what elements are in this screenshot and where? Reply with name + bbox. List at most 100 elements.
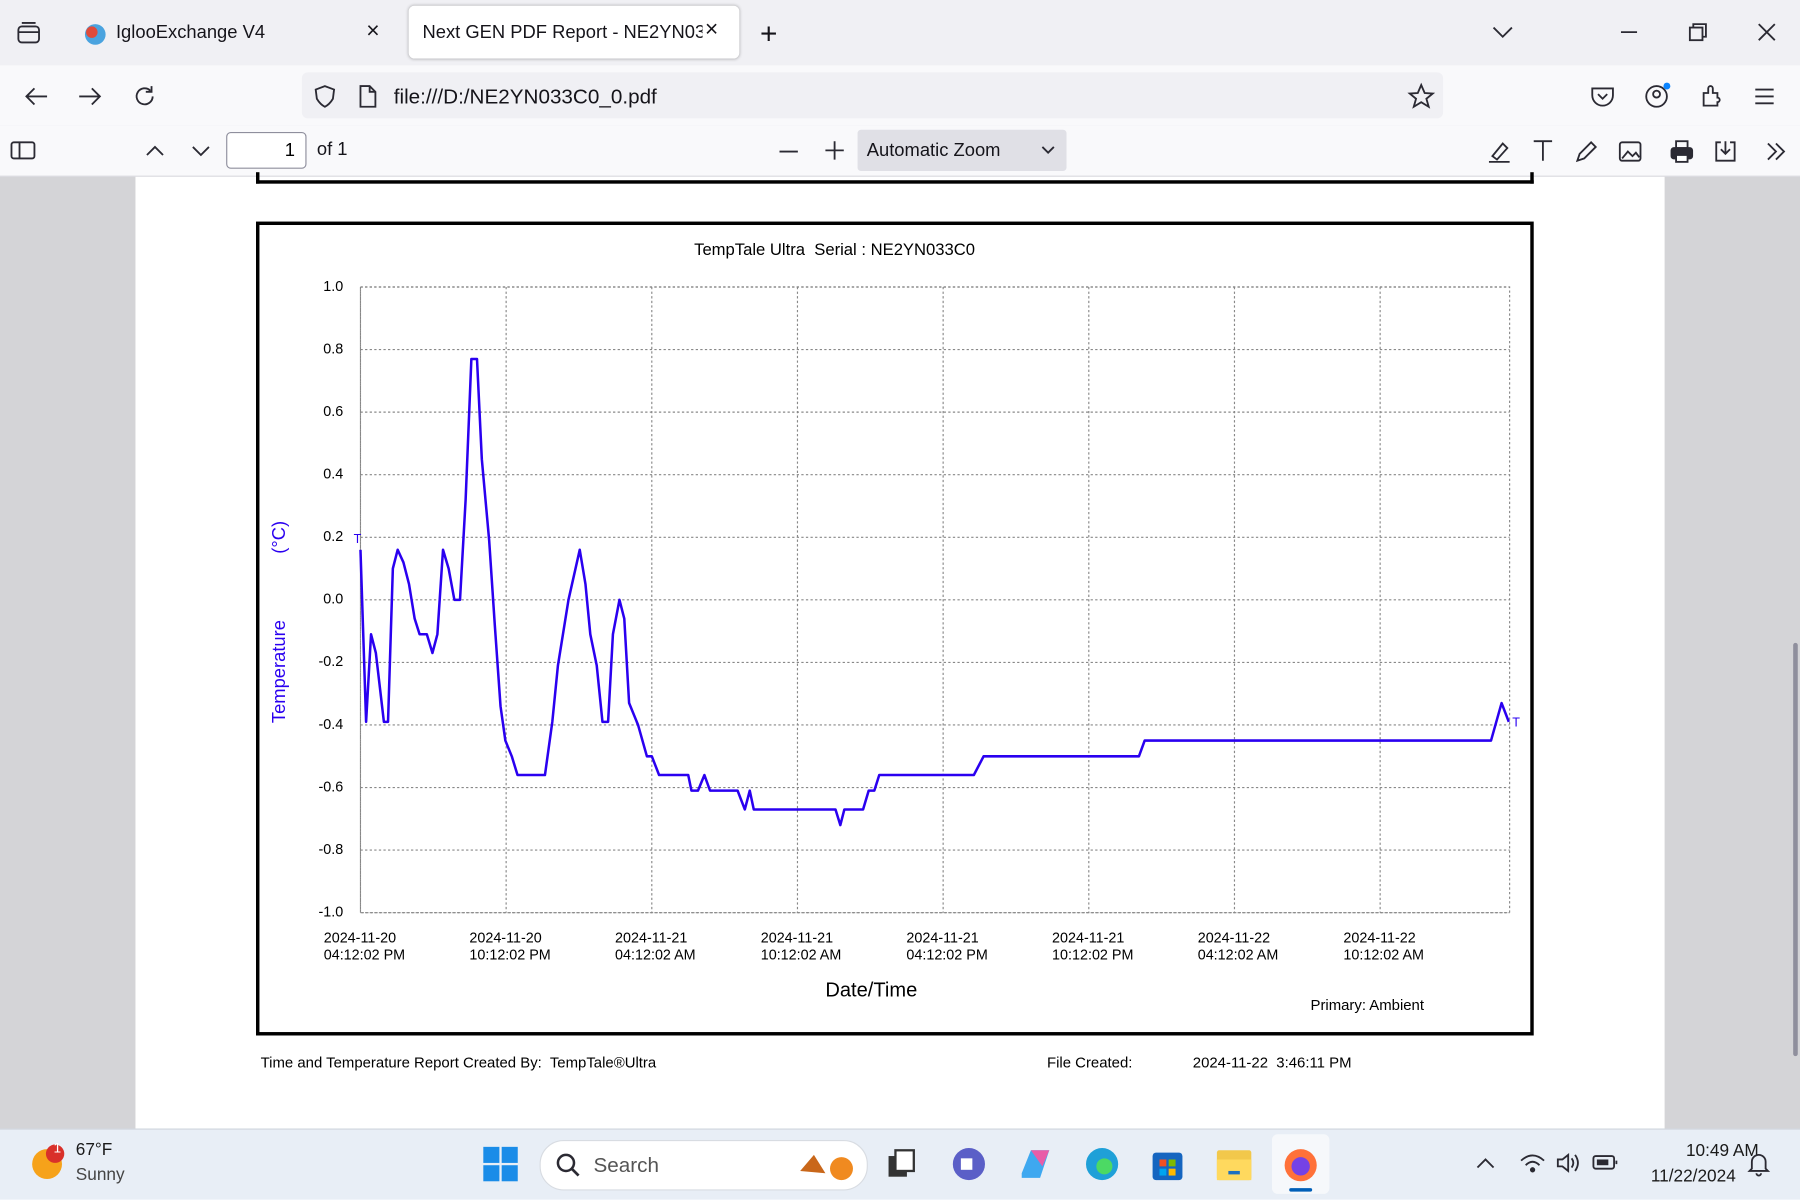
search-icon (556, 1153, 580, 1177)
chart-frame: TempTale Ultra Serial : NE2YN033C0 Tempe… (256, 221, 1534, 1036)
copilot-app[interactable] (1017, 1146, 1054, 1183)
page-number-input[interactable]: 1 (226, 132, 307, 169)
y-axis-label: Temperature (268, 620, 289, 723)
y-tick-label: 1.0 (323, 279, 343, 295)
tray-overflow[interactable] (1473, 1153, 1498, 1174)
clock-time[interactable]: 10:49 AM (1685, 1141, 1759, 1161)
sidebar-toggle[interactable] (9, 139, 37, 162)
chart-title: TempTale Ultra Serial : NE2YN033C0 (694, 240, 975, 259)
edge-app[interactable] (1084, 1146, 1121, 1183)
chart: TempTale Ultra Serial : NE2YN033C0 Tempe… (268, 240, 1520, 1014)
highlight-tool[interactable] (1486, 138, 1514, 166)
battery-icon[interactable] (1591, 1151, 1621, 1174)
firefox-app[interactable] (1281, 1146, 1320, 1185)
y-tick-label: -0.6 (319, 779, 344, 795)
search-box[interactable]: Search (539, 1139, 868, 1191)
tab-title: IglooExchange V4 (115, 22, 266, 43)
scrollbar-thumb[interactable] (1793, 642, 1798, 1057)
pocket-button[interactable] (1589, 84, 1617, 109)
x-tick-label: 2024-11-22 04:12:02 AM (1197, 929, 1279, 964)
back-button[interactable] (23, 84, 51, 109)
zoom-value: Automatic Zoom (866, 141, 1001, 161)
account-button[interactable] (1643, 82, 1673, 112)
notifications[interactable] (1745, 1150, 1773, 1178)
x-tick-label: 2024-11-21 10:12:02 AM (760, 929, 842, 964)
x-axis-label: Date/Time (825, 979, 917, 1001)
tab-overflow-button[interactable] (1490, 23, 1515, 41)
print-button[interactable] (1668, 138, 1696, 166)
weather-temperature[interactable]: 67°F (75, 1139, 113, 1160)
x-tick-label: 2024-11-20 04:12:02 PM (323, 929, 406, 964)
previous-page[interactable] (142, 140, 167, 161)
x-tick-label: 2024-11-22 10:12:02 AM (1343, 929, 1424, 964)
file-created-label: File Created: (1046, 1053, 1133, 1072)
x-tick-label: 2024-11-20 10:12:02 PM (469, 929, 551, 964)
volume-icon[interactable] (1554, 1150, 1582, 1175)
active-tab[interactable]: Next GEN PDF Report - NE2YN033C0 × (408, 5, 740, 59)
zoom-dropdown-arrow (1041, 146, 1055, 154)
y-tick-label: -0.2 (319, 654, 344, 670)
restore-button[interactable] (1685, 21, 1710, 44)
y-tick-label: 0.4 (323, 466, 343, 482)
file-icon (359, 85, 377, 108)
zoom-out[interactable] (776, 140, 801, 161)
forward-button[interactable] (76, 84, 104, 109)
bookmark-star[interactable] (1407, 82, 1435, 111)
y-tick-label: 0.0 (323, 592, 343, 608)
weather-badge: 1 (53, 1139, 62, 1157)
tab-title: Next GEN PDF Report - NE2YN033C0 (422, 22, 702, 43)
url-bar[interactable] (301, 72, 1444, 119)
new-tab-button[interactable]: + (759, 16, 778, 51)
y-axis-unit: (°C) (268, 521, 289, 554)
task-view[interactable] (884, 1147, 921, 1181)
report-creator: Time and Temperature Report Created By: … (260, 1053, 657, 1072)
end-marker: T (1512, 715, 1520, 729)
search-placeholder: Search (593, 1153, 660, 1177)
tab-close[interactable]: × (366, 18, 380, 44)
wifi-icon[interactable] (1519, 1150, 1547, 1175)
y-tick-label: 0.2 (323, 529, 343, 545)
minimize-button[interactable] (1616, 23, 1641, 41)
url-text[interactable]: file:///D:/NE2YN033C0_0.pdf (393, 84, 657, 108)
y-tick-label: -1.0 (319, 904, 344, 920)
y-tick-label: -0.8 (319, 842, 344, 858)
image-tool[interactable] (1616, 138, 1644, 166)
draw-tool[interactable] (1573, 138, 1601, 166)
menu-button[interactable] (1752, 84, 1777, 109)
zoom-select[interactable]: Automatic Zoom (857, 129, 1067, 172)
x-tick-label: 2024-11-21 10:12:02 PM (1052, 929, 1134, 964)
clock-date[interactable]: 11/22/2024 (1650, 1166, 1736, 1186)
tab-list-button[interactable] (16, 21, 44, 46)
weather-condition[interactable]: Sunny (75, 1165, 125, 1185)
start-marker: T (354, 532, 362, 546)
active-app-indicator (1289, 1188, 1313, 1192)
tab-close[interactable]: × (704, 17, 719, 43)
previous-box-edge (256, 172, 1534, 184)
zoom-in[interactable] (822, 138, 847, 163)
tab-favicon (84, 24, 106, 45)
next-page[interactable] (188, 140, 213, 161)
save-button[interactable] (1712, 138, 1740, 166)
y-tick-label: 0.8 (323, 341, 343, 357)
tools-menu[interactable] (1763, 139, 1791, 164)
weather-icon[interactable] (30, 1143, 71, 1184)
search-highlight (800, 1154, 853, 1181)
text-tool[interactable] (1530, 138, 1555, 163)
series-note: Primary: Ambient (1311, 997, 1425, 1014)
reload-button[interactable] (131, 83, 159, 111)
y-tick-label: -0.4 (319, 717, 344, 733)
x-tick-label: 2024-11-21 04:12:02 AM (615, 929, 696, 964)
extensions-button[interactable] (1698, 83, 1726, 111)
store-app[interactable] (1149, 1146, 1186, 1183)
tab[interactable]: IglooExchange V4 × (71, 9, 397, 57)
y-tick-label: 0.6 (323, 404, 343, 420)
file-explorer[interactable] (1215, 1146, 1254, 1183)
file-created-date: 2024-11-22 3:46:11 PM (1192, 1053, 1352, 1072)
temperature-line (359, 357, 1510, 827)
page-count: of 1 (316, 140, 348, 160)
close-button[interactable] (1754, 21, 1779, 44)
chat-app[interactable] (951, 1146, 988, 1183)
start-button[interactable] (482, 1146, 519, 1183)
tracking-shield[interactable] (312, 84, 337, 109)
